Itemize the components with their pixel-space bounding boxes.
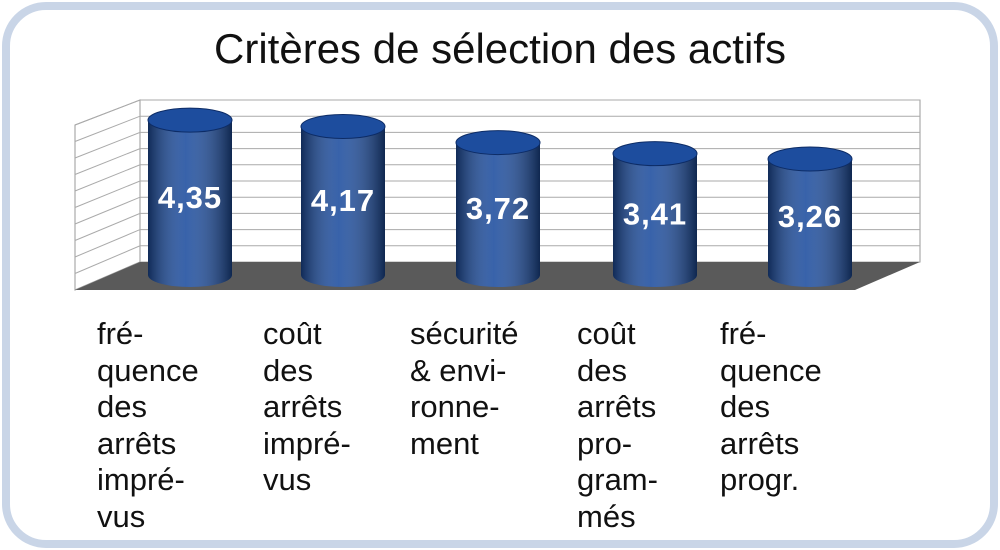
grid-line	[74, 115, 920, 142]
bar-top	[612, 141, 698, 167]
bar-top	[147, 107, 233, 133]
value-label: 3,72	[466, 191, 530, 226]
bar-shade	[301, 126, 385, 275]
x-tick-label: fré- quence des arrêts progr.	[720, 316, 822, 497]
bar-top	[455, 130, 541, 156]
bar-shade	[456, 142, 540, 275]
bar-shade	[148, 120, 232, 275]
grid-line	[74, 131, 920, 159]
chart-title: Critères de sélection des actifs	[214, 25, 786, 72]
value-label: 4,17	[311, 183, 375, 218]
value-label: 4,35	[158, 180, 222, 215]
value-label: 3,41	[623, 196, 687, 231]
bar-shade	[768, 158, 852, 275]
value-label: 3,26	[778, 199, 842, 234]
x-tick-label: fré- quence des arrêts impré- vus	[97, 316, 199, 534]
x-tick-label: coût des arrêts impré- vus	[263, 316, 351, 497]
bar-shade	[613, 153, 697, 275]
bar-top	[767, 146, 853, 172]
bar-top	[300, 114, 386, 140]
x-tick-label: coût des arrêts pro- gram- més	[577, 316, 658, 534]
grid-line	[74, 99, 920, 126]
x-tick-label: sécurité & envi- ronne- ment	[410, 316, 519, 461]
